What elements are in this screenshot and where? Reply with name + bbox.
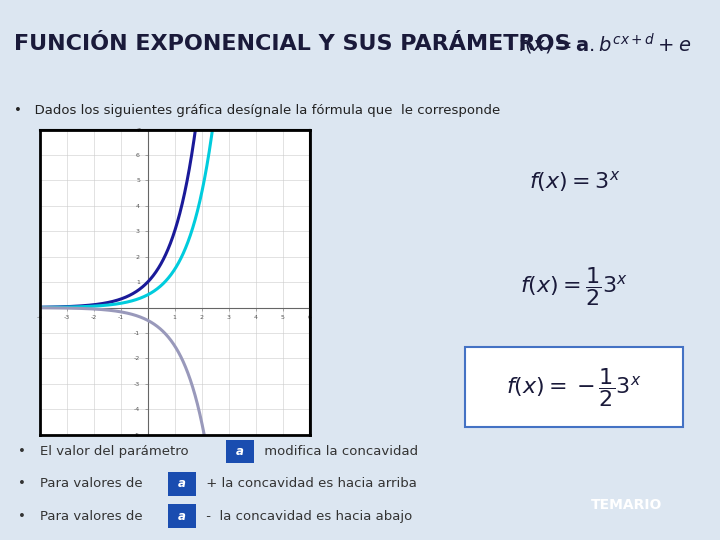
- Text: a: a: [179, 510, 186, 523]
- Text: $f(x) = 3^x$: $f(x) = 3^x$: [528, 170, 620, 194]
- Text: TEMARIO: TEMARIO: [590, 498, 662, 512]
- Text: $f(x) = -\dfrac{1}{2}3^x$: $f(x) = -\dfrac{1}{2}3^x$: [506, 366, 642, 409]
- Text: $f(x) = \dfrac{1}{2}3^x$: $f(x) = \dfrac{1}{2}3^x$: [520, 266, 629, 308]
- FancyBboxPatch shape: [168, 504, 196, 528]
- FancyBboxPatch shape: [465, 347, 683, 427]
- Text: El valor del parámetro: El valor del parámetro: [40, 445, 192, 458]
- Text: •: •: [18, 445, 26, 458]
- Text: a: a: [236, 445, 244, 458]
- Text: FUNCIÓN EXPONENCIAL Y SUS PARÁMETROS: FUNCIÓN EXPONENCIAL Y SUS PARÁMETROS: [14, 34, 571, 54]
- Text: Para valores de: Para valores de: [40, 510, 146, 523]
- Text: •: •: [18, 510, 26, 523]
- Text: •   Dados los siguientes gráfica desígnale la fórmula que  le corresponde: • Dados los siguientes gráfica desígnale…: [14, 104, 500, 117]
- Text: •: •: [18, 477, 26, 490]
- Text: -  la concavidad es hacia abajo: - la concavidad es hacia abajo: [202, 510, 412, 523]
- Text: Para valores de: Para valores de: [40, 477, 146, 490]
- Text: a: a: [179, 477, 186, 490]
- FancyBboxPatch shape: [168, 472, 196, 496]
- FancyBboxPatch shape: [226, 440, 253, 463]
- Text: modifica la concavidad: modifica la concavidad: [260, 445, 418, 458]
- Text: + la concavidad es hacia arriba: + la concavidad es hacia arriba: [202, 477, 416, 490]
- Text: $f(x) = \mathbf{a}.b^{cx+d} + e$: $f(x) = \mathbf{a}.b^{cx+d} + e$: [518, 31, 692, 57]
